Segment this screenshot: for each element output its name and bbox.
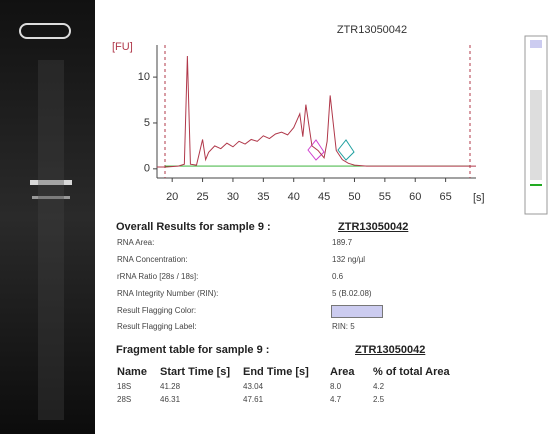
x-axis-label: [s] [473,192,485,204]
result-value: 0.6 [332,272,343,281]
cell: 41.28 [160,382,180,391]
ladder-lane [530,90,542,180]
result-value: 132 ng/µl [332,255,365,264]
cell: 4.2 [373,382,384,391]
result-label: RNA Integrity Number (RIN): [117,289,218,298]
x-tick-label: 35 [257,191,269,203]
result-label: rRNA Ratio [28s / 18s]: [117,272,198,281]
results-heading: Overall Results for sample 9 : [116,221,271,233]
cell: 47.61 [243,395,263,404]
x-tick-label: 40 [288,191,300,203]
x-tick-label: 45 [318,191,330,203]
y-tick-label: 10 [138,71,150,83]
cell: 8.0 [330,382,341,391]
cell: 28S [117,395,131,404]
cell: 4.7 [330,395,341,404]
flag-color-label: Result Flagging Color: [117,306,196,315]
fragments-sample: ZTR13050042 [355,344,425,356]
x-tick-label: 20 [166,191,178,203]
column-header: Area [330,366,354,378]
column-header: Start Time [s] [160,366,230,378]
peak-18s [308,140,324,160]
cell: 43.04 [243,382,263,391]
result-value: 189.7 [332,238,352,247]
gel-lane [38,60,64,420]
results-sample: ZTR13050042 [338,221,408,233]
cell: 2.5 [373,395,384,404]
y-axis-label: [FU] [112,41,133,53]
result-value: 5 (B.02.08) [332,289,372,298]
flag-color-box [331,305,383,318]
column-header: Name [117,366,147,378]
chart-title: ZTR13050042 [337,24,407,36]
flag-label: Result Flagging Label: [117,322,197,331]
fragments-heading: Fragment table for sample 9 : [116,344,269,356]
flag-value: RIN: 5 [332,322,355,331]
column-header: % of total Area [373,366,450,378]
x-tick-label: 25 [196,191,208,203]
cell: 18S [117,382,131,391]
y-tick-label: 5 [144,117,150,129]
column-header: End Time [s] [243,366,309,378]
x-tick-label: 55 [379,191,391,203]
trace [157,56,476,167]
x-tick-label: 65 [439,191,451,203]
report: ZTR13050042 [FU] [s] 0 5 10 20 25 30 35 40 45 50 5… [0,0,553,434]
result-label: RNA Area: [117,238,154,247]
cell: 46.31 [160,395,180,404]
x-tick-label: 30 [227,191,239,203]
result-label: RNA Concentration: [117,255,188,264]
y-tick-label: 0 [144,163,150,175]
x-tick-label: 50 [348,191,360,203]
ladder-flag [530,40,542,48]
x-tick-label: 60 [409,191,421,203]
